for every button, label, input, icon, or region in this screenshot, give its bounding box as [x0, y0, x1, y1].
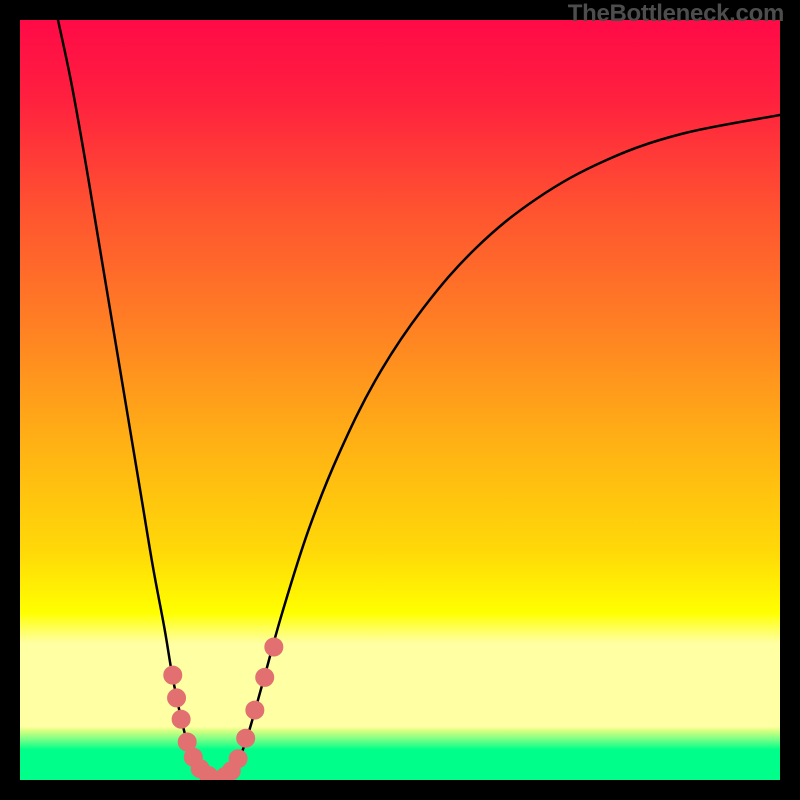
plot-area — [20, 20, 780, 780]
data-marker — [229, 750, 247, 768]
data-marker — [172, 710, 190, 728]
data-marker — [246, 701, 264, 719]
watermark-text: TheBottleneck.com — [568, 0, 784, 28]
data-marker — [265, 638, 283, 656]
data-marker — [164, 666, 182, 684]
bottleneck-curve — [20, 20, 780, 780]
data-marker — [168, 689, 186, 707]
curve-branch — [218, 115, 780, 778]
curve-branch — [58, 20, 218, 778]
data-marker — [256, 668, 274, 686]
data-marker — [237, 729, 255, 747]
data-marker — [199, 766, 217, 780]
